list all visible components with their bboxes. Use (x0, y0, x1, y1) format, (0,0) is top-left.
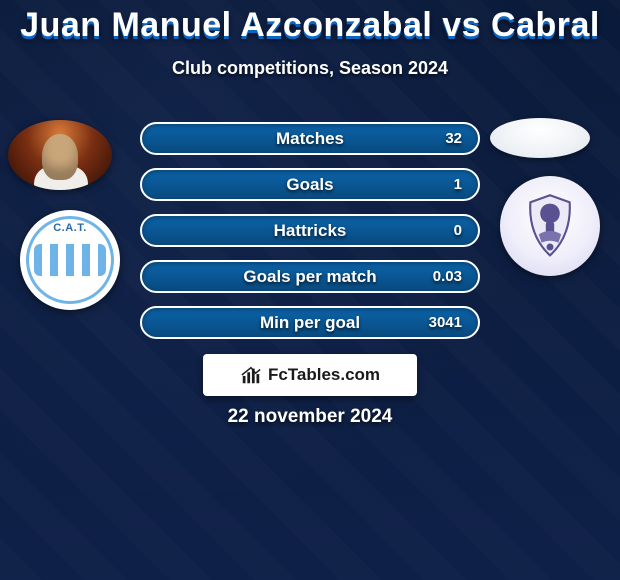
page-title: Juan Manuel Azconzabal vs Cabral (0, 6, 620, 45)
brand-box: FcTables.com (203, 354, 417, 396)
stat-right-value: 0.03 (428, 268, 462, 285)
stat-right-value: 0 (428, 222, 462, 239)
shield-icon (515, 191, 585, 261)
player-right-avatar (490, 118, 590, 158)
club-left-initials: C.A.T. (20, 222, 120, 234)
bar-chart-icon (240, 364, 262, 386)
date-text: 22 november 2024 (0, 406, 620, 428)
stat-row-goals: Goals 1 (140, 168, 480, 201)
stat-row-hattricks: Hattricks 0 (140, 214, 480, 247)
stat-right-value: 32 (428, 130, 462, 147)
brand-text: FcTables.com (268, 365, 380, 385)
player-left-avatar (8, 120, 112, 190)
stat-right-value: 3041 (428, 314, 462, 331)
stat-row-min-per-goal: Min per goal 3041 (140, 306, 480, 339)
stats-area: Matches 32 Goals 1 Hattricks 0 Goals per… (140, 122, 480, 352)
comparison-card: Juan Manuel Azconzabal vs Cabral Club co… (0, 0, 620, 580)
stat-row-goals-per-match: Goals per match 0.03 (140, 260, 480, 293)
stat-right-value: 1 (428, 176, 462, 193)
stat-row-matches: Matches 32 (140, 122, 480, 155)
club-right-badge (500, 176, 600, 276)
page-subtitle: Club competitions, Season 2024 (0, 58, 620, 79)
club-left-badge: C.A.T. (20, 210, 120, 310)
